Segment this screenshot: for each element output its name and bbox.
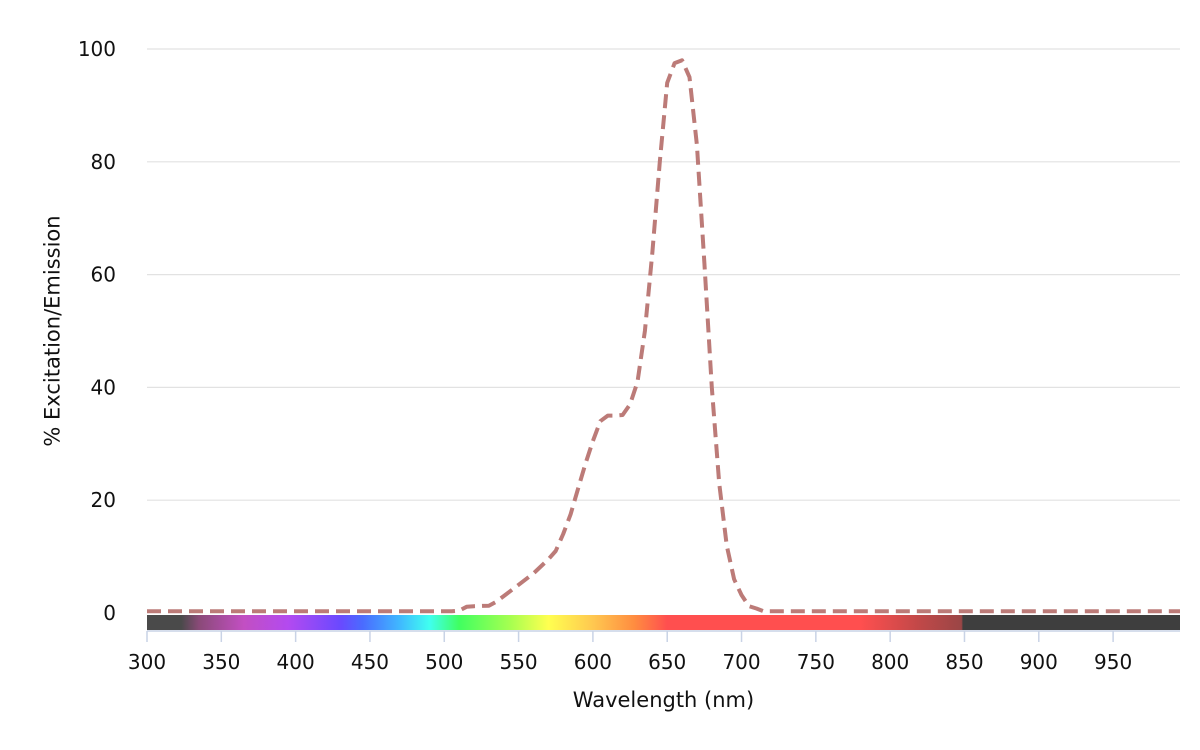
- x-tick-labels: 300 350 400 450 500 550 600 650 700 750 800 850 900 9…: [128, 650, 1132, 674]
- x-tick-label: 300: [128, 650, 166, 674]
- x-tick-label: 800: [871, 650, 909, 674]
- x-tick-label: 550: [499, 650, 537, 674]
- x-tick-label: 400: [277, 650, 315, 674]
- x-tick-label: 850: [945, 650, 983, 674]
- y-axis: 0 20 40 60 80 100: [78, 37, 116, 625]
- y-tick-label: 100: [78, 37, 116, 61]
- y-tick-label: 20: [91, 488, 116, 512]
- grid-lines: [147, 48, 1180, 501]
- x-tick-label: 750: [797, 650, 835, 674]
- y-tick-label: 60: [91, 263, 116, 287]
- x-axis: [146, 630, 1180, 642]
- y-tick-label: 40: [91, 375, 116, 399]
- x-tick-label: 950: [1094, 650, 1132, 674]
- x-tick-label: 450: [351, 650, 389, 674]
- y-axis-title: % Excitation/Emission: [40, 215, 64, 446]
- x-tick-label: 600: [574, 650, 612, 674]
- series-group: [147, 58, 1180, 614]
- spectrum-bar-group: [147, 615, 1180, 630]
- y-tick-label: 0: [103, 601, 116, 625]
- x-tick-label: 900: [1020, 650, 1058, 674]
- y-tick-label: 80: [91, 150, 116, 174]
- series-line-0: [147, 58, 1180, 614]
- x-tick-label: 350: [202, 650, 240, 674]
- spectrum-bar: [147, 615, 1180, 630]
- x-axis-title: Wavelength (nm): [573, 688, 754, 712]
- x-tick-label: 700: [722, 650, 760, 674]
- x-tick-label: 500: [425, 650, 463, 674]
- x-tick-label: 650: [648, 650, 686, 674]
